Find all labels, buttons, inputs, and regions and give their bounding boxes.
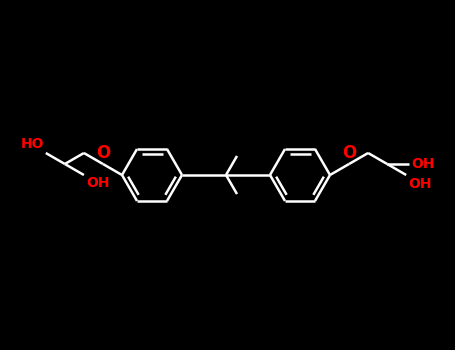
Text: OH: OH [408,177,432,191]
Text: OH: OH [411,157,435,171]
Text: OH: OH [86,176,109,190]
Text: O: O [96,144,110,162]
Text: O: O [342,144,356,162]
Text: HO: HO [20,137,44,151]
